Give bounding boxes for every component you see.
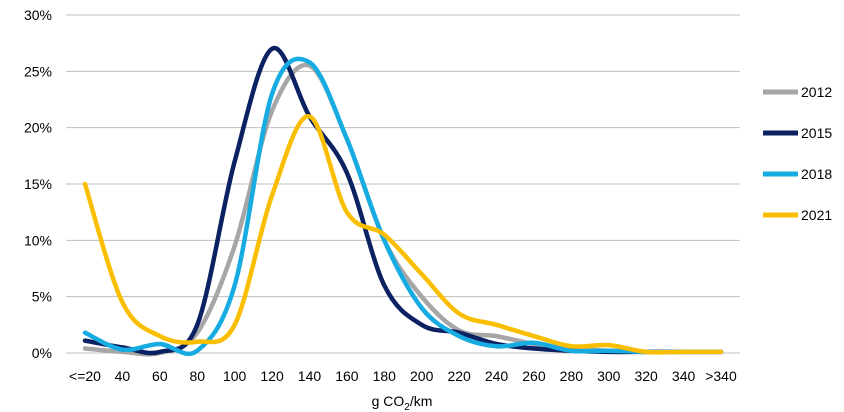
x-tick-label: <=20 bbox=[69, 368, 101, 384]
series-lines bbox=[82, 46, 724, 357]
y-tick-label: 5% bbox=[32, 289, 52, 305]
x-tick-label: 280 bbox=[560, 368, 584, 384]
legend-label-2018: 2018 bbox=[801, 166, 832, 182]
x-tick-label: 100 bbox=[223, 368, 247, 384]
x-tick-label: 120 bbox=[260, 368, 284, 384]
x-tick-label: >340 bbox=[705, 368, 737, 384]
y-tick-label: 20% bbox=[24, 120, 52, 136]
y-tick-label: 25% bbox=[24, 63, 52, 79]
x-tick-label: 240 bbox=[485, 368, 509, 384]
x-tick-label: 60 bbox=[152, 368, 168, 384]
legend-label-2015: 2015 bbox=[801, 125, 832, 141]
y-tick-label: 0% bbox=[32, 345, 52, 361]
gridlines bbox=[66, 14, 740, 354]
legend-label-2012: 2012 bbox=[801, 84, 832, 100]
x-axis-title: g CO2/km bbox=[372, 393, 433, 412]
x-tick-label: 320 bbox=[634, 368, 658, 384]
x-tick-label: 220 bbox=[447, 368, 471, 384]
x-tick-label: 140 bbox=[298, 368, 322, 384]
series-line-2015 bbox=[82, 46, 724, 356]
x-axis-title-post: /km bbox=[410, 393, 433, 409]
legend-label-2021: 2021 bbox=[801, 207, 832, 223]
x-tick-label: 200 bbox=[410, 368, 434, 384]
x-tick-label: 260 bbox=[522, 368, 546, 384]
legend: 2012 2015 2018 2021 bbox=[763, 84, 832, 223]
y-tick-label: 30% bbox=[24, 7, 52, 23]
y-tick-label: 10% bbox=[24, 232, 52, 248]
x-tick-label: 40 bbox=[115, 368, 131, 384]
series-line-2021 bbox=[82, 114, 724, 355]
x-tick-label: 80 bbox=[189, 368, 205, 384]
x-axis-title-pre: g CO bbox=[372, 393, 405, 409]
series-line-2018 bbox=[82, 56, 724, 357]
x-axis-title-sub: 2 bbox=[404, 402, 410, 412]
x-tick-label: 160 bbox=[335, 368, 359, 384]
y-tick-label: 15% bbox=[24, 176, 52, 192]
x-tick-label: 180 bbox=[373, 368, 397, 384]
y-axis-ticks: 0% 5% 10% 15% 20% 25% 30% bbox=[24, 7, 52, 361]
x-axis-ticks: <=20 40 60 80 100 120 140 160 180 200 220 240 260 280… bbox=[69, 368, 737, 384]
x-tick-label: 300 bbox=[597, 368, 621, 384]
x-tick-label: 340 bbox=[672, 368, 696, 384]
